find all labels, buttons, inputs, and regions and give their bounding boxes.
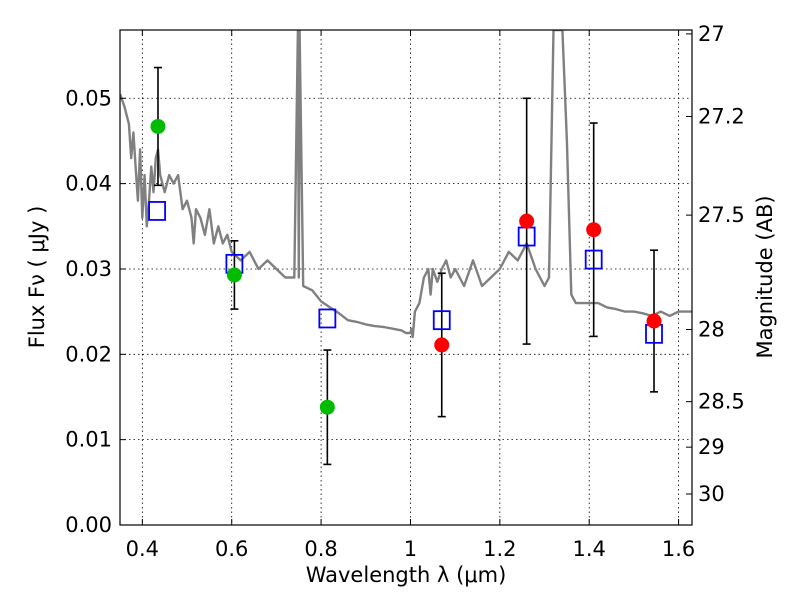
grid — [120, 30, 692, 526]
plot-area — [120, 30, 692, 466]
model-spectrum-line — [120, 30, 692, 339]
x-tick-label: 0.4 — [126, 537, 159, 561]
y-tick-label: 0.04 — [65, 172, 112, 196]
right-tick-label: 29 — [698, 435, 725, 459]
y-tick-label: 0.02 — [65, 342, 112, 366]
x-tick-label: 1.2 — [483, 537, 516, 561]
model-photometry-square — [148, 201, 166, 221]
x-tick-label: 0.6 — [215, 537, 248, 561]
model-photometry-square — [432, 310, 451, 331]
observed-point-green — [226, 267, 242, 283]
x-tick-label: 0.8 — [304, 537, 337, 561]
observed-point-green — [150, 118, 166, 134]
plot-frame — [119, 29, 693, 526]
right-tick-label: 27 — [698, 22, 725, 46]
x-axis-label: Wavelength λ (μm) — [306, 563, 507, 587]
observed-point-red — [519, 213, 535, 229]
x-tick-label: 1 — [404, 537, 417, 561]
right-tick-label: 30 — [698, 482, 725, 506]
x-tick-label: 1.4 — [573, 537, 606, 561]
observed-point-red — [586, 222, 602, 238]
y-tick-label: 0.03 — [65, 257, 112, 281]
model-photometry-square — [584, 249, 603, 270]
right-tick-label: 28 — [698, 317, 725, 341]
observed-point-red — [646, 313, 662, 329]
observed-point-green — [319, 399, 335, 415]
right-tick-label: 28.5 — [698, 390, 745, 414]
y-tick-label: 0.05 — [65, 86, 112, 110]
x-tick-label: 1.6 — [662, 537, 695, 561]
observed-point-red — [434, 337, 450, 353]
model-photometry-square — [318, 308, 337, 329]
right-tick-label: 27.2 — [698, 105, 745, 129]
y-axis-label: Flux Fν ( μJy ) — [25, 206, 49, 349]
y-axis-label-right: Magnitude (AB) — [753, 195, 777, 358]
axis-ticks: 0.4 0.6 0.8 1 1.2 1.4 1.6 0.00 0.01 0.02 0.03 0.04 0… — [65, 22, 745, 561]
y-tick-label: 0.00 — [65, 513, 112, 537]
y-tick-label: 0.01 — [65, 428, 112, 452]
right-tick-label: 27.5 — [698, 203, 745, 227]
